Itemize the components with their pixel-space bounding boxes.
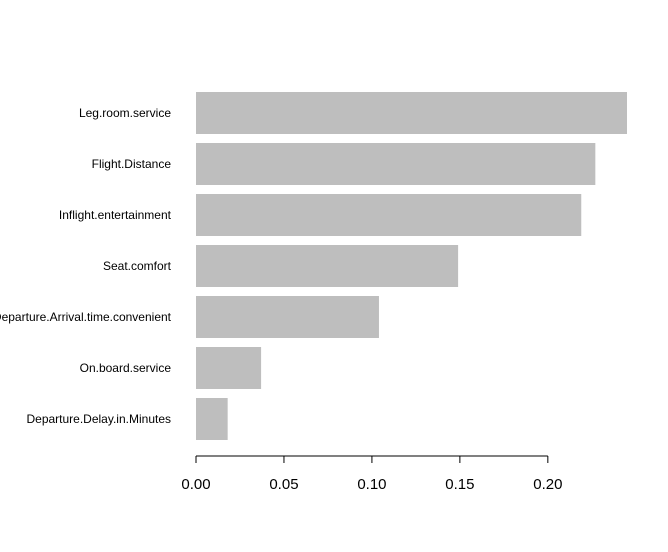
category-label-4: Departure.Arrival.time.convenient xyxy=(0,310,172,324)
bars-group xyxy=(196,92,627,440)
category-labels-group: Leg.room.service Flight.Distance Inflight.… xyxy=(0,106,172,426)
bar-5 xyxy=(196,347,262,389)
x-tick-label-2: 0.10 xyxy=(357,476,386,493)
bar-4 xyxy=(196,296,379,338)
bar-1 xyxy=(196,143,596,185)
category-label-1: Flight.Distance xyxy=(92,157,172,171)
category-label-3: Seat.comfort xyxy=(103,259,172,273)
x-tick-label-1: 0.05 xyxy=(269,476,298,493)
bar-3 xyxy=(196,245,459,287)
bar-2 xyxy=(196,194,582,236)
category-label-6: Departure.Delay.in.Minutes xyxy=(26,412,171,426)
x-tick-label-0: 0.00 xyxy=(181,476,210,493)
bar-6 xyxy=(196,398,228,440)
category-label-0: Leg.room.service xyxy=(79,106,171,120)
x-tick-label-4: 0.20 xyxy=(533,476,562,493)
category-label-2: Inflight.entertainment xyxy=(59,208,172,222)
bar-0 xyxy=(196,92,627,134)
x-tick-label-3: 0.15 xyxy=(445,476,474,493)
x-axis: 0.00 0.05 0.10 0.15 0.20 xyxy=(181,455,562,493)
category-label-5: On.board.service xyxy=(80,361,172,375)
